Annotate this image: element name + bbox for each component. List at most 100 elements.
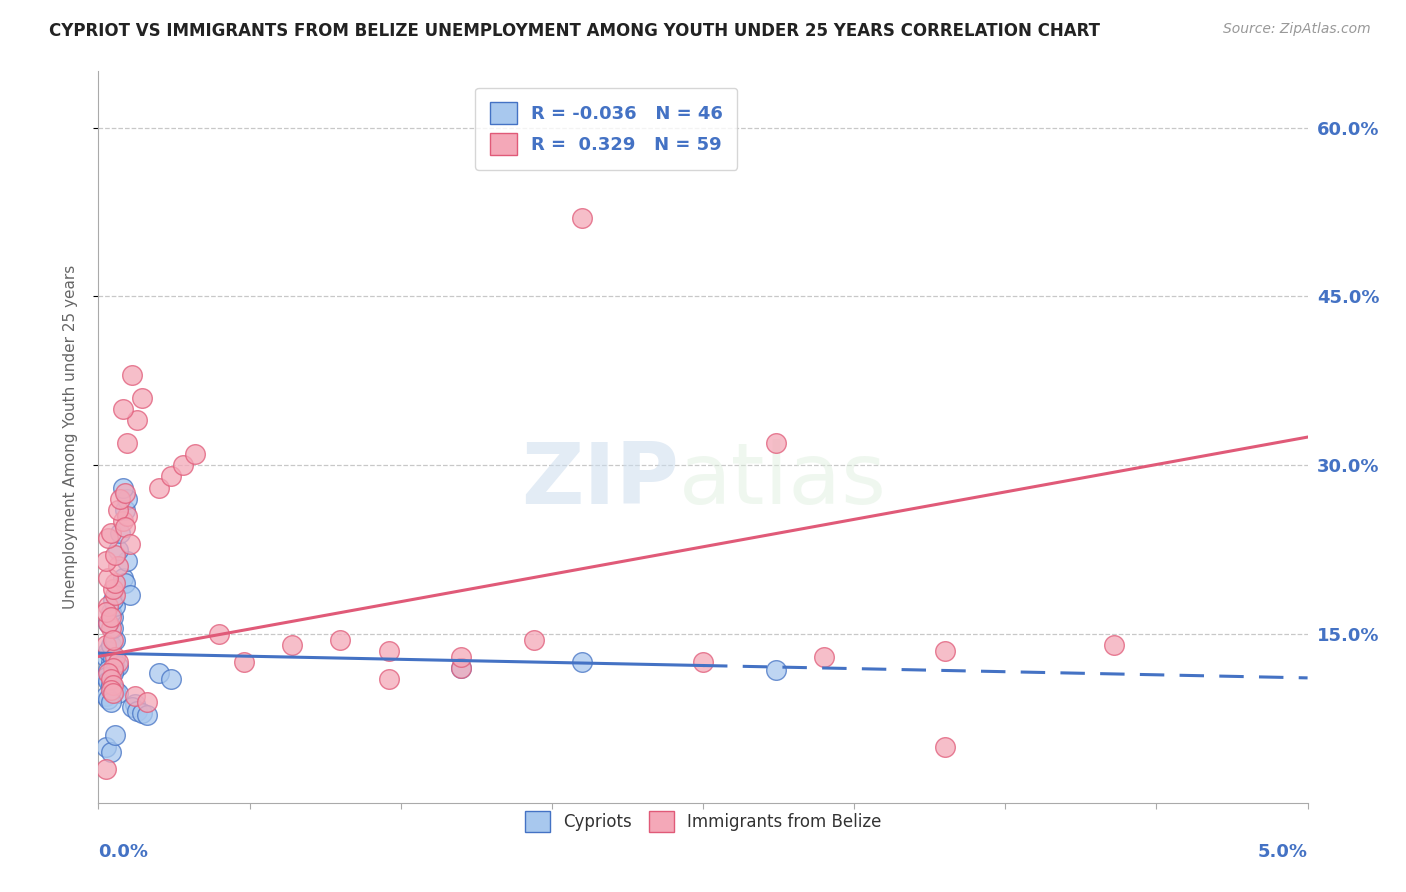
Point bbox=[765, 435, 787, 450]
Point bbox=[208, 627, 231, 641]
Text: CYPRIOT VS IMMIGRANTS FROM BELIZE UNEMPLOYMENT AMONG YOUTH UNDER 25 YEARS CORREL: CYPRIOT VS IMMIGRANTS FROM BELIZE UNEMPL… bbox=[49, 22, 1101, 40]
Point bbox=[97, 571, 120, 585]
Point bbox=[131, 391, 153, 405]
Point bbox=[184, 447, 207, 461]
Point bbox=[148, 666, 170, 681]
Point bbox=[97, 532, 120, 546]
Point bbox=[571, 211, 593, 225]
Point bbox=[100, 525, 122, 540]
Point bbox=[97, 666, 120, 681]
Point bbox=[114, 503, 136, 517]
Point bbox=[571, 655, 593, 669]
Point bbox=[104, 683, 127, 698]
Point bbox=[107, 658, 129, 673]
Point bbox=[118, 537, 141, 551]
Point bbox=[450, 661, 472, 675]
Point bbox=[160, 469, 183, 483]
Point bbox=[148, 481, 170, 495]
Point bbox=[101, 593, 124, 607]
Point bbox=[107, 655, 129, 669]
Point bbox=[118, 588, 141, 602]
Point bbox=[100, 655, 122, 669]
Text: 5.0%: 5.0% bbox=[1257, 843, 1308, 861]
Point bbox=[111, 481, 134, 495]
Point bbox=[121, 368, 143, 383]
Point bbox=[124, 697, 146, 711]
Point bbox=[450, 649, 472, 664]
Point bbox=[107, 542, 129, 557]
Point bbox=[101, 678, 124, 692]
Point bbox=[100, 694, 122, 708]
Point bbox=[100, 605, 122, 619]
Point bbox=[135, 708, 157, 723]
Point bbox=[114, 576, 136, 591]
Point bbox=[104, 548, 127, 562]
Point bbox=[111, 571, 134, 585]
Point bbox=[1102, 638, 1125, 652]
Point bbox=[101, 610, 124, 624]
Point bbox=[121, 700, 143, 714]
Point bbox=[107, 559, 129, 574]
Point bbox=[97, 615, 120, 630]
Point bbox=[117, 554, 139, 568]
Text: atlas: atlas bbox=[679, 440, 887, 523]
Point bbox=[94, 649, 117, 664]
Point bbox=[104, 649, 127, 664]
Point bbox=[97, 615, 120, 630]
Point bbox=[107, 685, 129, 699]
Point bbox=[104, 728, 127, 742]
Point bbox=[107, 503, 129, 517]
Point bbox=[124, 689, 146, 703]
Point bbox=[934, 644, 956, 658]
Point bbox=[101, 652, 124, 666]
Point bbox=[94, 554, 117, 568]
Point bbox=[117, 491, 139, 506]
Point bbox=[692, 655, 714, 669]
Point bbox=[100, 621, 122, 635]
Point bbox=[329, 632, 352, 647]
Point bbox=[934, 739, 956, 754]
Point bbox=[104, 661, 127, 675]
Point bbox=[108, 525, 131, 540]
Point bbox=[104, 599, 127, 613]
Point bbox=[114, 520, 136, 534]
Point bbox=[111, 515, 134, 529]
Point bbox=[94, 689, 117, 703]
Point bbox=[377, 644, 399, 658]
Text: 0.0%: 0.0% bbox=[98, 843, 149, 861]
Point bbox=[100, 745, 122, 759]
Point bbox=[127, 413, 149, 427]
Point bbox=[100, 683, 122, 698]
Point bbox=[104, 588, 127, 602]
Point bbox=[117, 508, 139, 523]
Point bbox=[135, 694, 157, 708]
Point bbox=[450, 661, 472, 675]
Point bbox=[232, 655, 254, 669]
Point bbox=[114, 486, 136, 500]
Y-axis label: Unemployment Among Youth under 25 years: Unemployment Among Youth under 25 years bbox=[63, 265, 77, 609]
Point bbox=[160, 672, 183, 686]
Point bbox=[281, 638, 304, 652]
Point bbox=[377, 672, 399, 686]
Point bbox=[100, 638, 122, 652]
Point bbox=[100, 678, 122, 692]
Legend: Cypriots, Immigrants from Belize: Cypriots, Immigrants from Belize bbox=[517, 805, 889, 838]
Point bbox=[117, 435, 139, 450]
Text: ZIP: ZIP bbox=[522, 440, 679, 523]
Point bbox=[97, 599, 120, 613]
Point bbox=[97, 644, 120, 658]
Point bbox=[94, 762, 117, 776]
Point bbox=[100, 672, 122, 686]
Point bbox=[101, 661, 124, 675]
Point bbox=[172, 458, 194, 473]
Point bbox=[104, 576, 127, 591]
Point bbox=[813, 649, 835, 664]
Point bbox=[101, 632, 124, 647]
Point bbox=[127, 704, 149, 718]
Point bbox=[108, 491, 131, 506]
Point bbox=[94, 670, 117, 684]
Text: Source: ZipAtlas.com: Source: ZipAtlas.com bbox=[1223, 22, 1371, 37]
Point bbox=[97, 674, 120, 689]
Point bbox=[94, 739, 117, 754]
Point bbox=[101, 666, 124, 681]
